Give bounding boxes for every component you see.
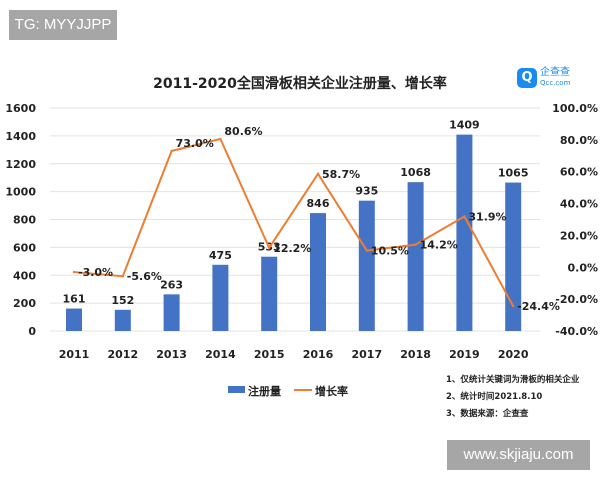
y-left-tick: 800 xyxy=(13,214,36,227)
note-1: 1、仅统计关键词为滑板的相关企业 xyxy=(446,375,580,385)
note-3: 3、数据来源：企查查 xyxy=(446,409,529,419)
bar-label: 161 xyxy=(63,293,86,306)
line-point xyxy=(219,137,222,141)
bar-label: 846 xyxy=(307,197,330,210)
line-point xyxy=(463,215,466,218)
line-point xyxy=(170,149,173,153)
notes: 1、仅统计关键词为滑板的相关企业 2、统计时间2021.8.10 3、数据来源：… xyxy=(446,372,579,423)
line-label: -5.6% xyxy=(127,270,162,283)
line-point xyxy=(316,172,320,175)
line-label: 80.6% xyxy=(224,125,262,138)
y-right-tick: 60.0% xyxy=(560,166,598,179)
line-point xyxy=(121,275,125,278)
growth-line xyxy=(73,137,515,307)
logo-icon: Q xyxy=(517,68,537,88)
y-right-tick: 0.0% xyxy=(567,261,598,274)
x-tick: 2016 xyxy=(303,348,334,361)
bar-label: 1068 xyxy=(400,166,431,179)
line-label: 14.2% xyxy=(420,239,458,252)
line-label: 12.2% xyxy=(273,242,311,255)
bar xyxy=(310,213,326,331)
line-label: 58.7% xyxy=(322,168,360,181)
bar-label: 475 xyxy=(209,249,232,262)
bar xyxy=(212,264,229,331)
x-tick: 2014 xyxy=(205,348,236,361)
y-left-tick: 600 xyxy=(13,241,36,254)
x-tick: 2015 xyxy=(254,348,285,361)
watermark-bottom: www.skjiaju.com xyxy=(447,440,590,470)
bar-label: 935 xyxy=(355,185,378,198)
watermark-top: TG: MYYJJPP xyxy=(9,10,117,40)
x-tick: 2017 xyxy=(351,348,382,361)
bar-label: 1065 xyxy=(498,167,529,180)
bar xyxy=(261,256,278,331)
note-2: 2、统计时间2021.8.10 xyxy=(446,392,543,402)
logo-name: 企查查 xyxy=(540,67,570,78)
line-label: -3.0% xyxy=(78,266,113,279)
x-tick: 2020 xyxy=(498,348,529,361)
bar xyxy=(114,309,131,331)
y-right-tick: 20.0% xyxy=(560,229,598,242)
legend-bar-label: 注册量 xyxy=(248,384,281,398)
x-tick: 2018 xyxy=(400,348,431,361)
bar xyxy=(505,182,522,331)
y-left-tick: 1000 xyxy=(5,186,36,199)
y-right-tick: 80.0% xyxy=(560,134,598,147)
y-left-tick: 0 xyxy=(28,325,36,338)
logo: Q 企查查 Qcc.com xyxy=(517,68,570,88)
y-left-tick: 400 xyxy=(13,269,36,282)
x-tick: 2012 xyxy=(107,348,138,361)
y-left-tick: 1600 xyxy=(5,102,36,115)
bar xyxy=(456,134,473,331)
x-tick: 2019 xyxy=(449,348,480,361)
line-point xyxy=(268,246,271,250)
y-left-tick: 1400 xyxy=(5,130,36,143)
y-left-tick: 1200 xyxy=(5,158,36,171)
line-point xyxy=(365,249,368,252)
x-tick: 2013 xyxy=(156,348,187,361)
bar-label: 1409 xyxy=(449,119,480,132)
bar xyxy=(407,182,424,331)
y-right-tick: 40.0% xyxy=(560,198,598,211)
y-right-tick: -20.0% xyxy=(555,293,598,306)
line-point xyxy=(414,243,417,246)
line-point xyxy=(72,270,76,274)
legend-bar-swatch xyxy=(228,386,245,393)
x-tick: 2011 xyxy=(59,348,90,361)
line-label: 10.5% xyxy=(371,245,409,258)
logo-domain: Qcc.com xyxy=(540,79,571,87)
y-right-tick: 100.0% xyxy=(552,102,598,115)
line-label: 31.9% xyxy=(468,210,506,223)
bar xyxy=(358,200,375,331)
bar-label: 152 xyxy=(111,294,134,307)
line-label: 73.0% xyxy=(176,137,214,150)
legend-line-label: 增长率 xyxy=(315,384,348,398)
chart-title: 2011-2020全国滑板相关企业注册量、增长率 xyxy=(153,76,447,92)
bar-label: 263 xyxy=(160,278,183,291)
y-right-tick: -40.0% xyxy=(555,325,598,338)
y-left-tick: 200 xyxy=(13,297,36,310)
line-point xyxy=(512,304,515,308)
bar xyxy=(66,308,82,331)
bar xyxy=(163,294,180,331)
line-label: -24.4% xyxy=(517,300,560,313)
